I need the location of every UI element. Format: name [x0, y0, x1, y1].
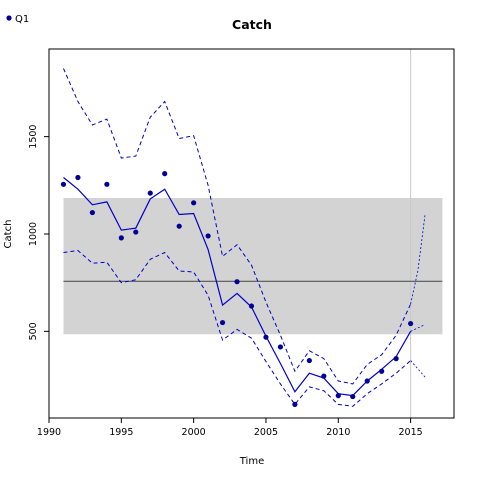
observed-point — [292, 401, 298, 407]
observed-point — [205, 233, 211, 239]
observed-point — [393, 356, 399, 362]
observed-point — [263, 334, 269, 340]
observed-point — [408, 320, 414, 327]
observed-points-layer — [60, 171, 414, 407]
axes-layer: 1990 1995 2000 2005 2010 2015 500 1000 1500 — [28, 125, 423, 438]
legend-marker-q1 — [6, 15, 12, 21]
observed-point — [234, 279, 240, 285]
projection-fit-line — [410, 324, 426, 332]
projection-upper-line — [410, 214, 426, 305]
observed-point — [89, 209, 95, 216]
x-tick-label: 1990 — [37, 427, 61, 438]
observed-point — [191, 200, 197, 206]
observed-point — [321, 373, 327, 379]
observed-point — [379, 368, 385, 374]
observed-point — [147, 190, 153, 196]
x-tick-label: 2010 — [326, 427, 350, 438]
y-tick-label: 1000 — [28, 222, 39, 246]
observed-point — [306, 357, 312, 364]
observed-point — [118, 235, 124, 241]
observed-point — [176, 223, 182, 229]
observed-point — [219, 319, 226, 326]
observed-point — [350, 393, 356, 400]
x-tick-label: 2015 — [399, 427, 423, 438]
legend-label-q1: Q1 — [15, 14, 29, 25]
projection-lower-line — [410, 360, 426, 378]
x-tick-label: 1995 — [109, 427, 133, 438]
observed-point — [162, 171, 168, 177]
observed-point — [133, 229, 139, 235]
observed-point — [248, 303, 255, 309]
reference-band — [63, 197, 443, 335]
observed-point — [60, 181, 67, 187]
x-tick-label: 2000 — [182, 427, 206, 438]
legend: Q1 — [6, 14, 29, 25]
y-tick-label: 500 — [28, 322, 39, 340]
y-axis-label: Catch — [3, 220, 14, 249]
reference-band-layer — [63, 49, 443, 418]
upper-bound-line — [63, 68, 412, 385]
x-tick-label: 2005 — [254, 427, 278, 438]
observed-point — [75, 174, 81, 181]
lower-bound-line — [63, 250, 411, 407]
observed-point — [104, 181, 110, 187]
observed-point — [335, 393, 341, 399]
x-axis-label: Time — [239, 456, 264, 467]
y-tick-label: 1500 — [28, 125, 39, 149]
observed-point — [364, 378, 370, 384]
observed-point — [277, 344, 284, 350]
chart-title: Catch — [232, 17, 272, 32]
